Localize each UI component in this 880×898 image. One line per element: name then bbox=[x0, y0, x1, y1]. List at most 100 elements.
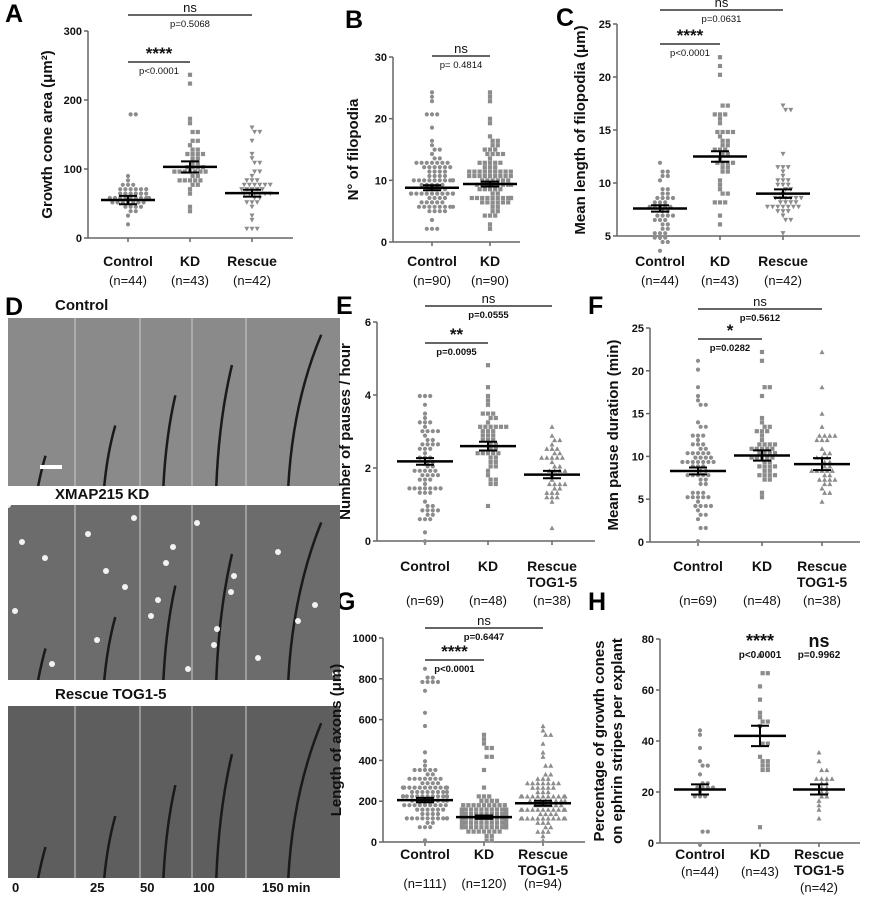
data-point bbox=[518, 793, 524, 799]
data-point bbox=[822, 463, 828, 469]
data-point bbox=[195, 129, 200, 135]
y-tick-label: 20 bbox=[642, 787, 654, 799]
data-point bbox=[249, 156, 255, 161]
data-point bbox=[485, 451, 491, 456]
n-label: (n=44) bbox=[109, 273, 147, 288]
data-point bbox=[125, 213, 131, 218]
data-point bbox=[559, 455, 565, 460]
data-point bbox=[484, 825, 489, 830]
data-point bbox=[417, 490, 422, 495]
data-point bbox=[417, 393, 422, 399]
data-point bbox=[422, 402, 428, 407]
data-point bbox=[187, 116, 193, 121]
n-label: (n=43) bbox=[701, 273, 739, 288]
data-point bbox=[422, 486, 428, 491]
data-point bbox=[187, 209, 193, 214]
data-point bbox=[554, 446, 560, 451]
data-point bbox=[708, 503, 714, 509]
data-point bbox=[489, 838, 494, 843]
data-point bbox=[481, 829, 487, 834]
data-point bbox=[123, 204, 128, 209]
data-point bbox=[502, 803, 507, 808]
data-point bbox=[754, 446, 759, 451]
data-point bbox=[495, 200, 500, 205]
data-point bbox=[187, 121, 193, 126]
data-point bbox=[414, 191, 419, 196]
p-value: p=0.0095 bbox=[436, 347, 477, 358]
data-point bbox=[558, 798, 564, 803]
data-point bbox=[141, 200, 146, 205]
data-point bbox=[809, 468, 815, 473]
p-value: p=0.0555 bbox=[468, 310, 509, 321]
data-point bbox=[485, 429, 491, 434]
data-point bbox=[700, 763, 705, 768]
y-tick-label: 0 bbox=[638, 537, 644, 549]
data-point bbox=[717, 213, 723, 218]
data-point bbox=[138, 187, 144, 192]
data-point bbox=[493, 187, 498, 192]
p-value: p=0.5068 bbox=[170, 19, 210, 30]
data-point bbox=[488, 477, 493, 482]
time-label: 50 bbox=[140, 880, 155, 895]
data-point bbox=[780, 182, 786, 188]
data-point bbox=[546, 481, 552, 487]
data-point bbox=[125, 178, 131, 183]
data-point bbox=[715, 129, 720, 135]
data-point bbox=[427, 173, 432, 179]
data-point bbox=[428, 486, 433, 491]
data-point bbox=[695, 508, 701, 513]
data-point bbox=[440, 200, 445, 205]
data-point bbox=[550, 815, 556, 821]
y-tick-label: 800 bbox=[359, 674, 377, 686]
data-point bbox=[195, 151, 200, 157]
data-point bbox=[493, 415, 498, 421]
data-point bbox=[759, 415, 765, 421]
data-point bbox=[822, 433, 828, 438]
data-point bbox=[829, 776, 835, 781]
data-point bbox=[497, 829, 502, 834]
data-point bbox=[503, 811, 509, 817]
y-axis-label: Growth cone area (μm²) bbox=[39, 50, 56, 218]
data-point bbox=[544, 446, 550, 451]
category-label: Control bbox=[673, 558, 723, 574]
data-point bbox=[822, 450, 828, 456]
data-point bbox=[430, 807, 435, 812]
data-point bbox=[407, 486, 412, 491]
data-point bbox=[485, 151, 490, 157]
significance-stars: ns bbox=[808, 631, 829, 651]
p-value: p<0.0001 bbox=[139, 66, 179, 77]
data-point bbox=[530, 785, 536, 790]
data-point bbox=[198, 178, 203, 183]
data-point bbox=[508, 169, 513, 174]
y-tick-label: 20 bbox=[599, 72, 611, 84]
data-point bbox=[549, 424, 555, 429]
data-point bbox=[695, 499, 701, 504]
data-point bbox=[133, 187, 138, 192]
data-point bbox=[759, 429, 765, 434]
data-point bbox=[717, 178, 723, 183]
data-point bbox=[190, 173, 195, 179]
data-point bbox=[540, 833, 546, 839]
data-point bbox=[480, 195, 485, 201]
data-point bbox=[540, 776, 546, 781]
data-point bbox=[556, 807, 562, 812]
data-point bbox=[500, 200, 506, 205]
data-point bbox=[695, 420, 701, 425]
data-point bbox=[445, 160, 450, 165]
data-point bbox=[485, 178, 490, 183]
data-point bbox=[495, 195, 500, 201]
data-point bbox=[459, 807, 465, 812]
data-point bbox=[254, 200, 260, 205]
data-point bbox=[494, 816, 500, 821]
data-point bbox=[552, 481, 558, 487]
comparison-bracket: * p=0.0282 bbox=[698, 321, 762, 354]
data-point bbox=[518, 815, 524, 821]
data-point bbox=[493, 173, 498, 179]
group-control: Control (n=90) bbox=[405, 90, 459, 288]
p-value: p<0.0001 bbox=[739, 650, 782, 661]
data-point bbox=[481, 803, 487, 808]
data-point bbox=[430, 820, 435, 825]
data-point bbox=[780, 204, 786, 210]
data-point bbox=[488, 464, 493, 469]
data-point bbox=[503, 825, 509, 830]
